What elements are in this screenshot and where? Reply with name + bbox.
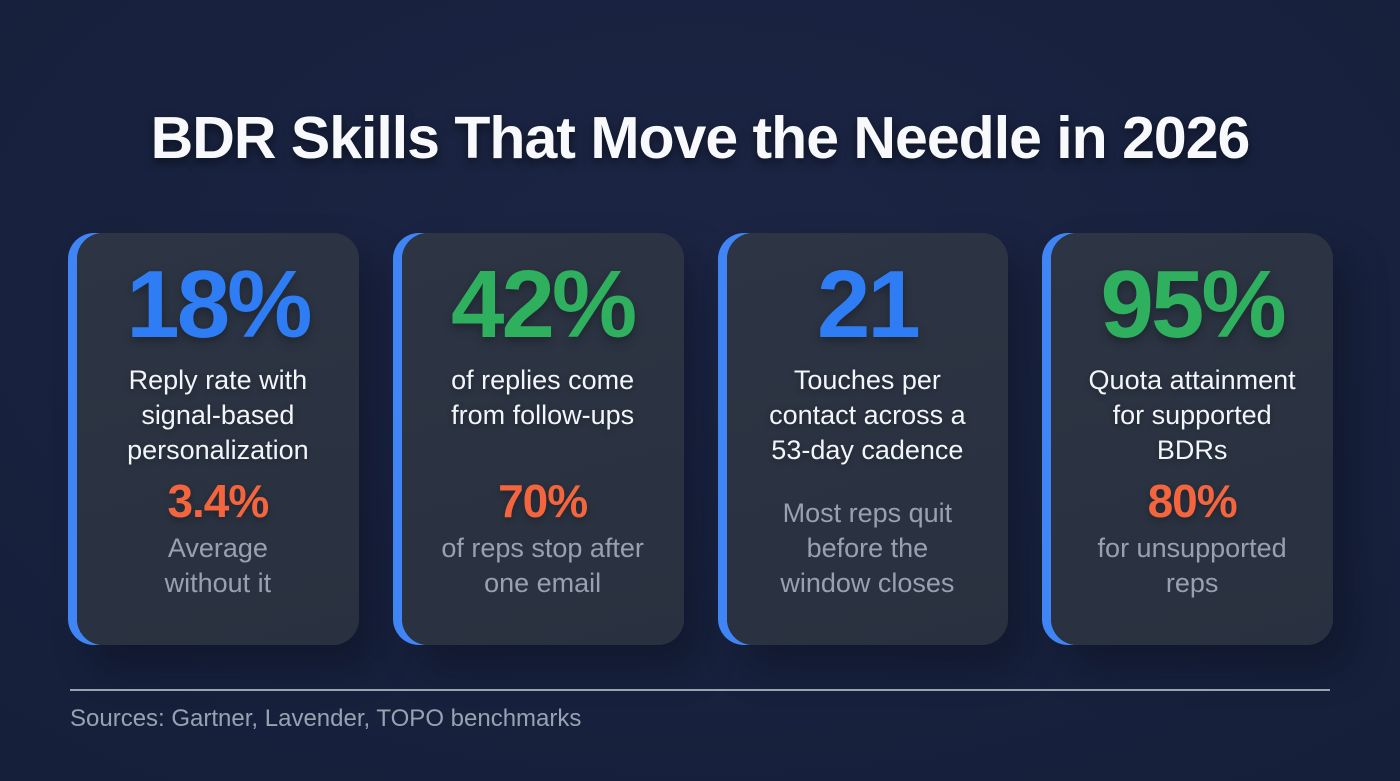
primary-stat-value: 95% <box>1100 251 1287 358</box>
primary-stat-value: 21 <box>816 251 921 358</box>
secondary-stat-value: 3.4% <box>167 475 269 527</box>
secondary-stat-block: Most reps quit before the window closes <box>780 492 954 601</box>
primary-stat-description: Quota attainment for supported BDRs <box>1088 364 1296 465</box>
secondary-stat-block: 70% of reps stop after one email <box>441 475 644 601</box>
secondary-stat-value: 80% <box>1147 475 1238 527</box>
primary-stat-value: 18% <box>126 251 312 358</box>
stat-card-personalization: 18% Reply rate with signal-based persona… <box>77 233 359 645</box>
secondary-stat-description: Average without it <box>164 533 272 598</box>
secondary-stat-description: for unsupported reps <box>1097 533 1287 598</box>
secondary-stat-block: 80% for unsupported reps <box>1098 475 1287 601</box>
secondary-stat-description: of reps stop after one email <box>441 533 644 598</box>
secondary-stat-value: 70% <box>498 475 588 527</box>
stat-card-cadence: 21 Touches per contact across a 53-day c… <box>726 233 1009 645</box>
primary-stat-description: Touches per contact across a 53-day cade… <box>769 364 966 465</box>
primary-stat-value: 42% <box>451 251 637 358</box>
stat-cards-row: 18% Reply rate with signal-based persona… <box>77 233 1333 645</box>
stat-card-follow-ups: 42% of replies come from follow-ups 70% … <box>401 233 684 645</box>
primary-stat-description: Reply rate with signal-based personaliza… <box>127 364 309 465</box>
secondary-stat-description: Most reps quit before the window closes <box>780 498 955 598</box>
stat-card-quota: 95% Quota attainment for supported BDRs … <box>1051 233 1333 645</box>
sources-note: Sources: Gartner, Lavender, TOPO benchma… <box>70 705 582 732</box>
footer-divider <box>70 689 1330 691</box>
secondary-stat-block: 3.4% Average without it <box>165 475 272 601</box>
slide-title: BDR Skills That Move the Needle in 2026 <box>150 105 1251 171</box>
primary-stat-description: of replies come from follow-ups <box>451 364 635 430</box>
